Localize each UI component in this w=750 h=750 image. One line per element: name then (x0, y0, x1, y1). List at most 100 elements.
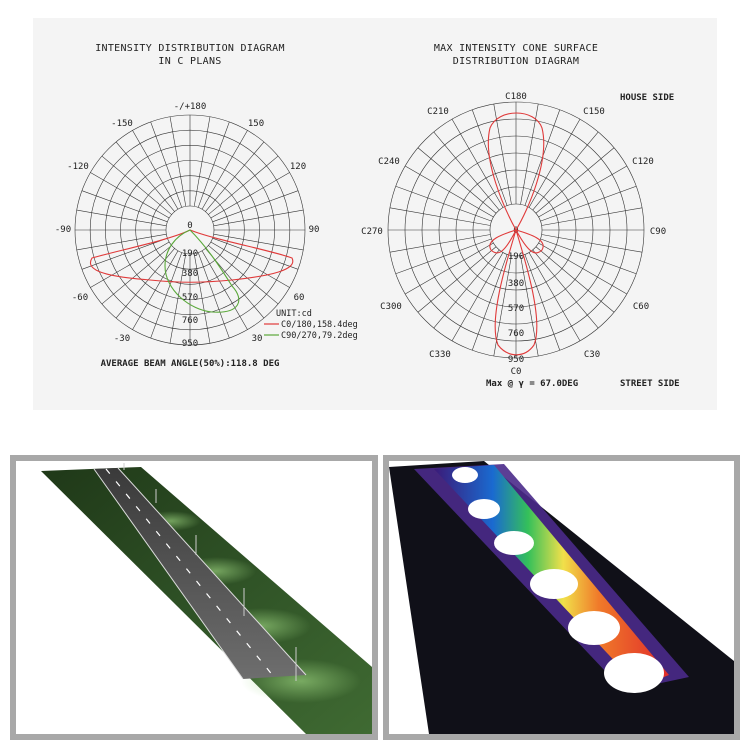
grid-spoke (208, 155, 279, 215)
grid-spoke (115, 141, 175, 212)
grid-spoke (493, 103, 512, 205)
right-footer: Max @ γ = 67.0DEG (486, 379, 578, 389)
grid-spoke (150, 252, 183, 339)
c240-label: C240 (378, 157, 400, 167)
right-diagram-title: MAX INTENSITY CONE SURFACE (434, 43, 598, 54)
c150-label: C150 (583, 107, 605, 117)
angle-label-neg150: -150 (111, 119, 133, 129)
grid-spoke (197, 252, 230, 339)
grid-spoke (433, 131, 500, 211)
photometric-panel (33, 18, 717, 410)
grid-spoke (520, 103, 539, 205)
grid-spoke (417, 147, 497, 214)
grid-spoke (201, 130, 248, 210)
grid-spoke (535, 147, 615, 214)
c0-180-curve (90, 229, 294, 283)
grid-spoke (101, 155, 172, 215)
road-rendering-image (16, 461, 372, 734)
left-angle-labels: -/+180 150 120 90 60 30 -30 -60 -90 -120… (55, 102, 320, 344)
right-polar-grid (387, 101, 645, 359)
right-radial-label-950: 950 (508, 355, 524, 365)
grid-spoke (76, 209, 167, 227)
grid-spoke (433, 249, 500, 329)
angle-label-120: 120 (290, 162, 306, 172)
grid-spoke (169, 253, 187, 344)
grid-spoke (389, 234, 491, 253)
grid-spoke (101, 245, 172, 305)
angle-label-30: 30 (252, 334, 263, 344)
grid-spoke (528, 252, 581, 342)
c0-label: C0 (511, 367, 522, 377)
grid-spoke (213, 233, 304, 251)
grid-spoke (532, 249, 599, 329)
c90-label: C90 (650, 227, 666, 237)
right-radial-label-190: 190 (508, 252, 524, 262)
left-diagram-subtitle: IN C PLANS (158, 56, 221, 67)
grid-spoke (395, 238, 492, 275)
angle-label-neg120: -120 (67, 162, 89, 172)
c90-270-curve (164, 229, 240, 313)
grid-spoke (81, 190, 168, 223)
legend-label-c0: C0/180,158.4deg (281, 320, 358, 330)
left-polar-grid (74, 114, 306, 346)
right-radial-label-380: 380 (508, 279, 524, 289)
radial-label-190: 190 (182, 249, 198, 259)
grid-spoke (532, 131, 599, 211)
grid-spoke (193, 116, 211, 207)
right-c-labels: C180 C150 C120 C90 C60 C30 C0 C330 C300 … (361, 92, 666, 377)
left-footer: AVERAGE BEAM ANGLE(50%):118.8 DEG (101, 359, 280, 369)
left-radial-labels: 0 190 380 570 760 950 (182, 221, 198, 349)
radial-label-570: 570 (182, 293, 198, 303)
left-diagram-title: INTENSITY DISTRIBUTION DIAGRAM (95, 43, 285, 54)
polar-diagrams: INTENSITY DISTRIBUTION DIAGRAM IN C PLAN… (55, 43, 680, 389)
grid-spoke (524, 254, 561, 351)
grid-spoke (389, 207, 491, 226)
c270-label: C270 (361, 227, 383, 237)
grid-spoke (541, 234, 643, 253)
grid-spoke (150, 121, 183, 208)
grid-spoke (169, 116, 187, 207)
illuminance-rendering-frame (383, 455, 740, 740)
radial-label-0: 0 (187, 221, 192, 231)
grid-spoke (538, 165, 628, 218)
grid-spoke (212, 237, 299, 270)
c120-label: C120 (632, 157, 654, 167)
grid-spoke (132, 250, 179, 330)
grid-spoke (210, 172, 290, 219)
grid-spoke (541, 207, 643, 226)
grid-spoke (212, 190, 299, 223)
angle-label-neg90: -90 (55, 225, 71, 235)
c180-label: C180 (505, 92, 527, 102)
grid-spoke (417, 246, 497, 313)
radial-label-950: 950 (182, 339, 198, 349)
road-rendering-frame (10, 455, 378, 740)
grid-spoke (210, 241, 290, 288)
grid-spoke (395, 185, 492, 222)
grid-spoke (208, 245, 279, 305)
grid-spoke (451, 252, 504, 342)
grid-spoke (76, 233, 167, 251)
c30-label: C30 (584, 350, 600, 360)
grid-spoke (404, 165, 494, 218)
grid-spoke (540, 185, 637, 222)
grid-spoke (535, 246, 615, 313)
c60-label: C60 (633, 302, 649, 312)
grid-spoke (540, 238, 637, 275)
grid-spoke (197, 121, 230, 208)
grid-spoke (451, 118, 504, 208)
grid-spoke (471, 254, 508, 351)
grid-spoke (90, 241, 170, 288)
max-intensity-curve (487, 112, 545, 356)
angle-label-neg30: -30 (114, 334, 130, 344)
house-side-label: HOUSE SIDE (620, 93, 674, 103)
radial-label-380: 380 (182, 269, 198, 279)
grid-spoke (201, 250, 248, 330)
grid-spoke (205, 141, 265, 212)
grid-spoke (81, 237, 168, 270)
unit-label: UNIT:cd (276, 309, 312, 319)
grid-spoke (404, 242, 494, 295)
right-radial-label-570: 570 (508, 304, 524, 314)
angle-label-90: 90 (309, 225, 320, 235)
angle-label-neg60: -60 (72, 293, 88, 303)
c300-label: C300 (380, 302, 402, 312)
